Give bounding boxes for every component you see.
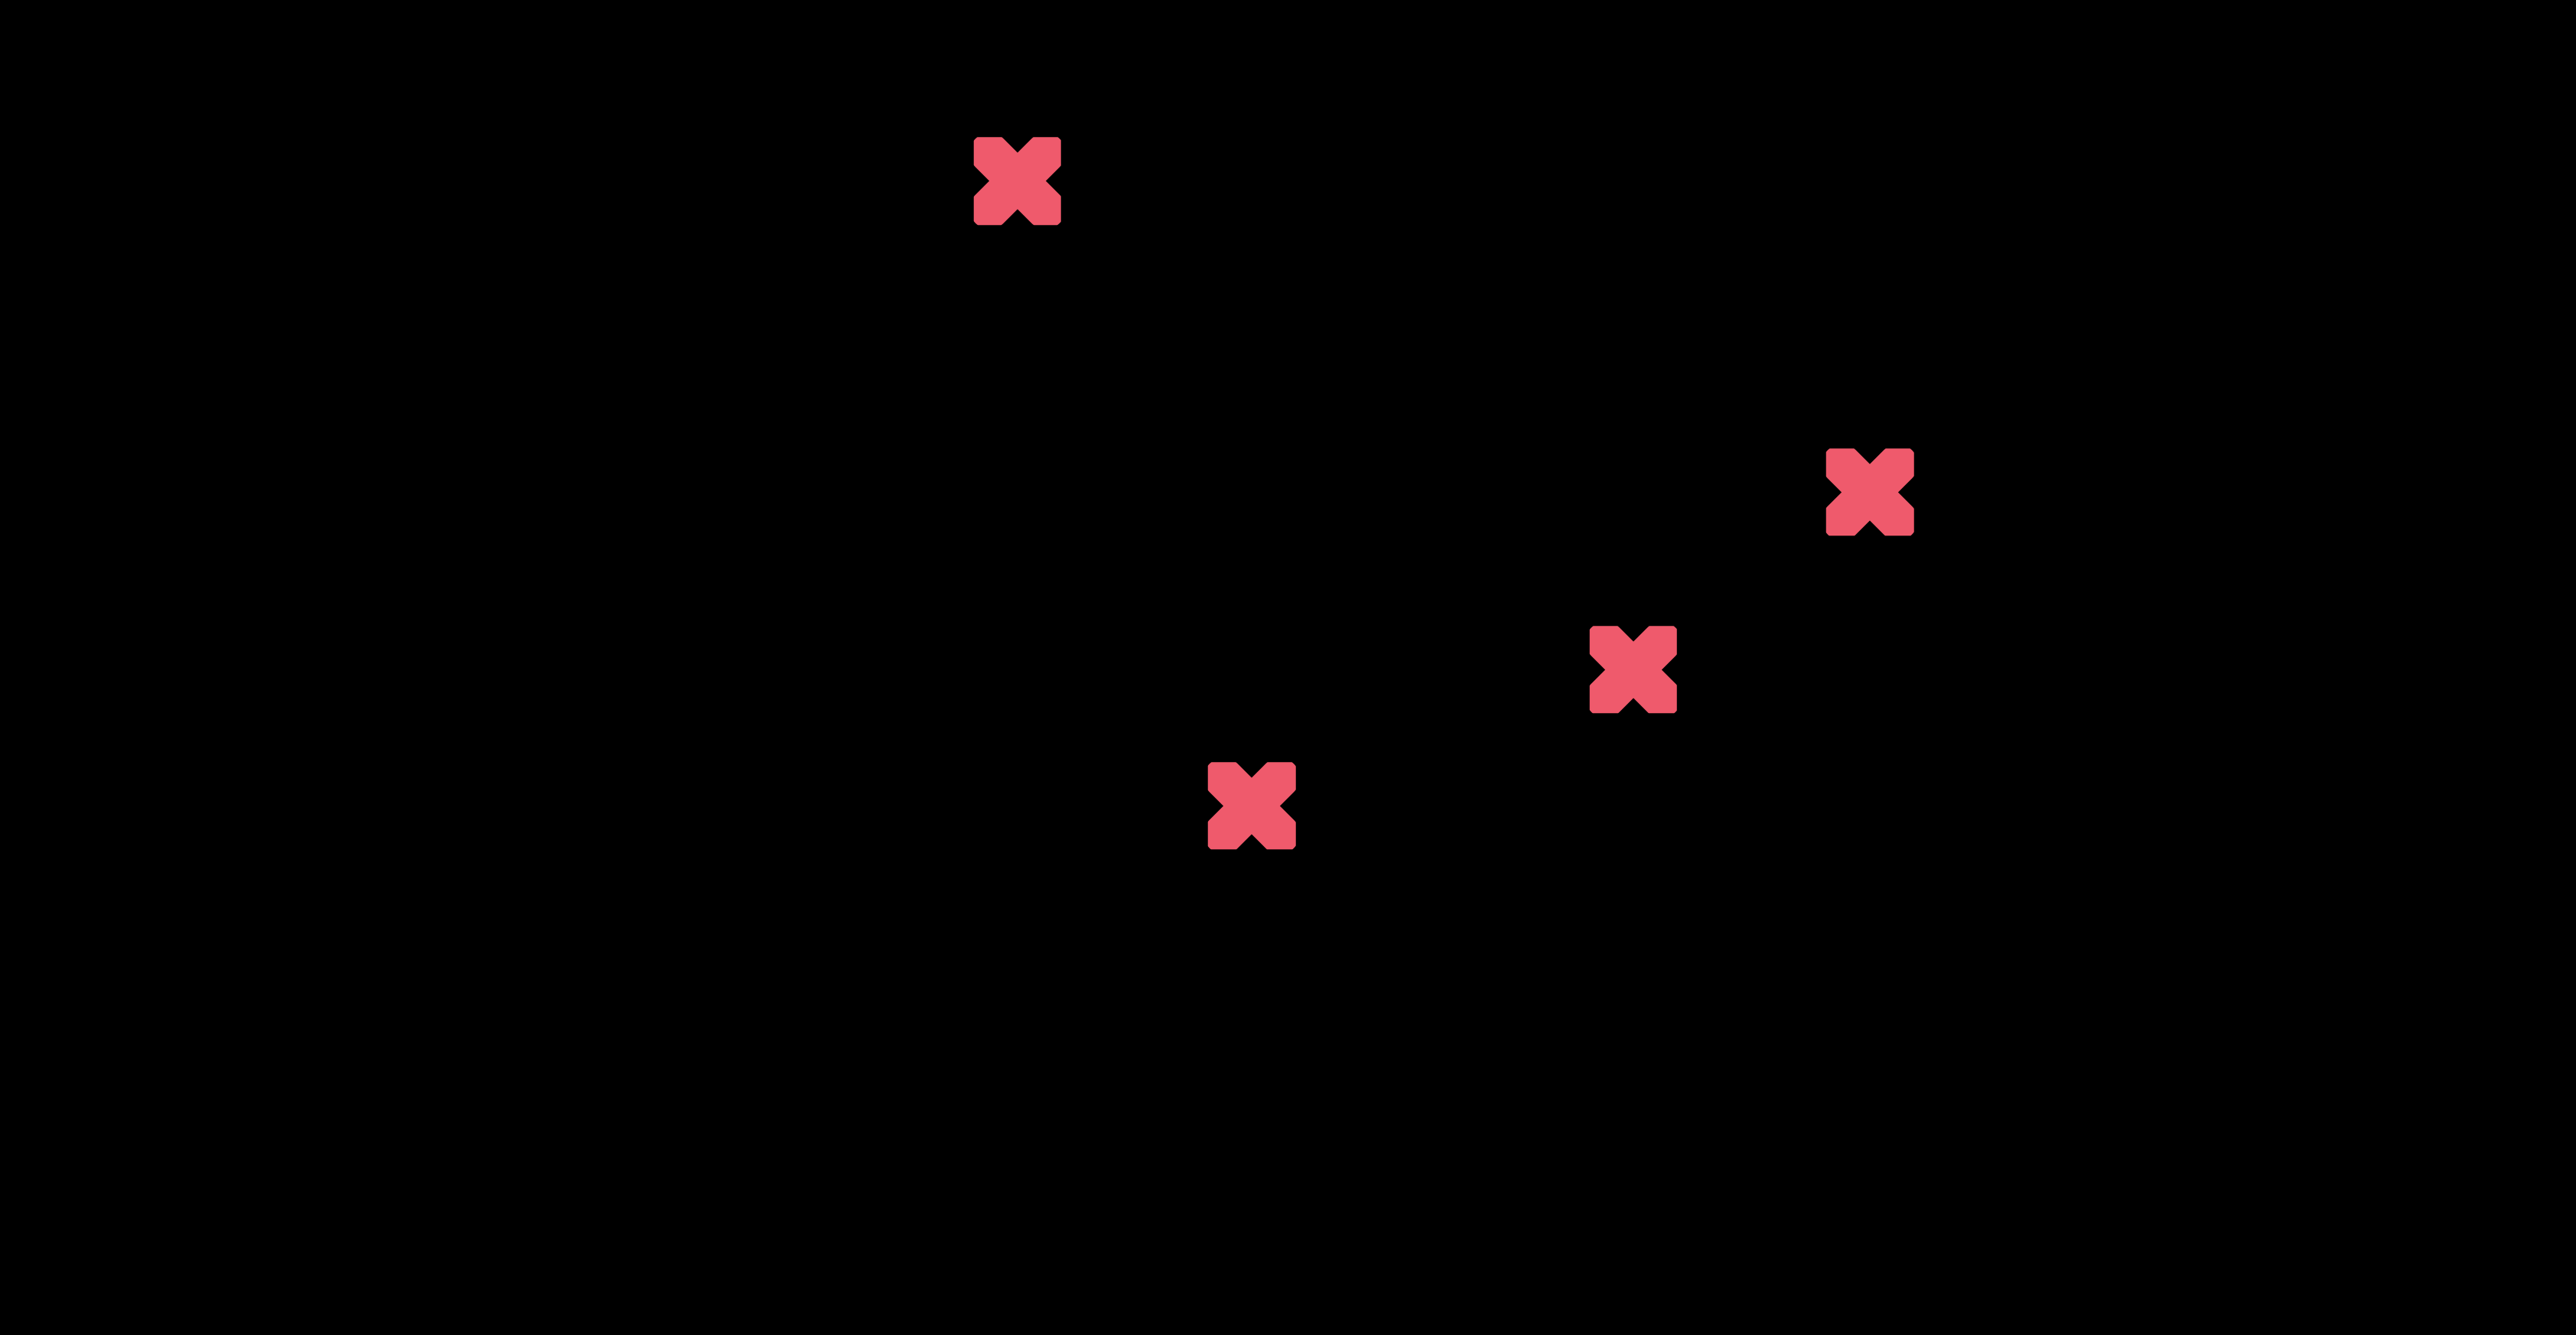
black-canvas <box>0 0 2576 1335</box>
x-marker-4 <box>1589 626 1676 717</box>
x-marker-3 <box>1208 762 1295 853</box>
x-marker-1 <box>974 137 1061 228</box>
x-marker-2 <box>1826 448 1913 539</box>
